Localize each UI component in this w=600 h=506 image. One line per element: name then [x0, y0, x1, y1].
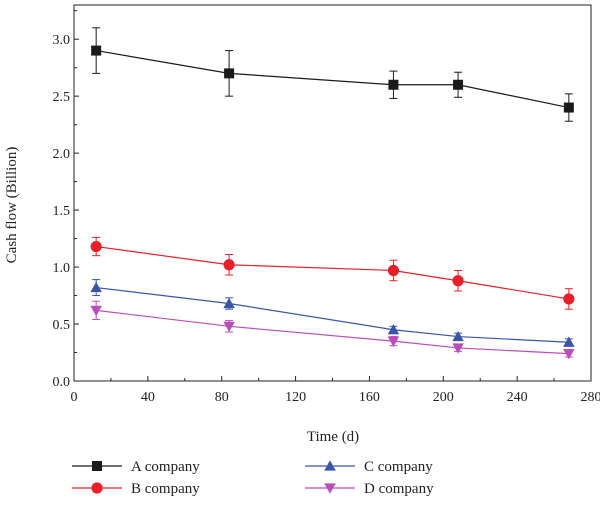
series-c-company	[90, 280, 574, 347]
x-tick-label: 240	[507, 390, 528, 405]
legend-marker	[92, 461, 102, 471]
series-d-company	[90, 301, 574, 359]
legend-label: A company	[131, 459, 200, 475]
data-point	[453, 80, 463, 90]
data-point	[452, 275, 463, 286]
series-line	[96, 310, 569, 353]
series-line	[96, 247, 569, 299]
legend-label: C company	[364, 459, 433, 475]
legend-item: C company	[305, 459, 433, 475]
legend: A company B company C company D company	[72, 459, 434, 497]
data-point	[388, 265, 399, 276]
data-point	[563, 349, 575, 359]
axes: 0 40 80 120 160 200 240 280 0.0 0.5 1.0 1.5 2.0 2.5 3.…	[53, 5, 600, 405]
y-tick-label: 2.5	[53, 90, 71, 105]
data-point	[564, 103, 574, 113]
x-tick-label: 200	[433, 390, 454, 405]
legend-item: A company	[72, 459, 200, 475]
data-point	[224, 259, 235, 270]
x-tick-label: 160	[359, 390, 380, 405]
y-tick-label: 0.5	[53, 318, 71, 333]
y-tick-label: 1.0	[53, 261, 71, 276]
y-axis-title: Cash flow (Billion)	[4, 147, 20, 264]
y-tick-label: 3.0	[53, 33, 71, 48]
x-tick-label: 0	[71, 390, 78, 405]
plot-series	[90, 28, 574, 360]
legend-item: D company	[305, 481, 434, 497]
data-point	[224, 68, 234, 78]
x-axis-title: Time (d)	[307, 429, 359, 445]
series-line	[96, 51, 569, 108]
data-point	[90, 282, 102, 292]
y-tick-label: 2.0	[53, 147, 71, 162]
x-tick-label: 40	[141, 390, 155, 405]
series-b-company	[91, 237, 575, 309]
data-point	[388, 80, 398, 90]
y-tick-label: 0.0	[53, 375, 71, 390]
x-tick-label: 80	[215, 390, 229, 405]
legend-label: D company	[364, 481, 434, 497]
legend-marker	[91, 482, 102, 493]
y-tick-label: 1.5	[53, 204, 71, 219]
legend-label: B company	[131, 481, 200, 497]
legend-item: B company	[72, 481, 200, 497]
x-tick-label: 120	[285, 390, 306, 405]
series-a-company	[91, 28, 574, 121]
data-point	[91, 46, 101, 56]
data-point	[91, 241, 102, 252]
data-point	[563, 293, 574, 304]
series-line	[96, 288, 569, 343]
plot-frame	[74, 5, 591, 381]
x-tick-label: 280	[581, 390, 600, 405]
